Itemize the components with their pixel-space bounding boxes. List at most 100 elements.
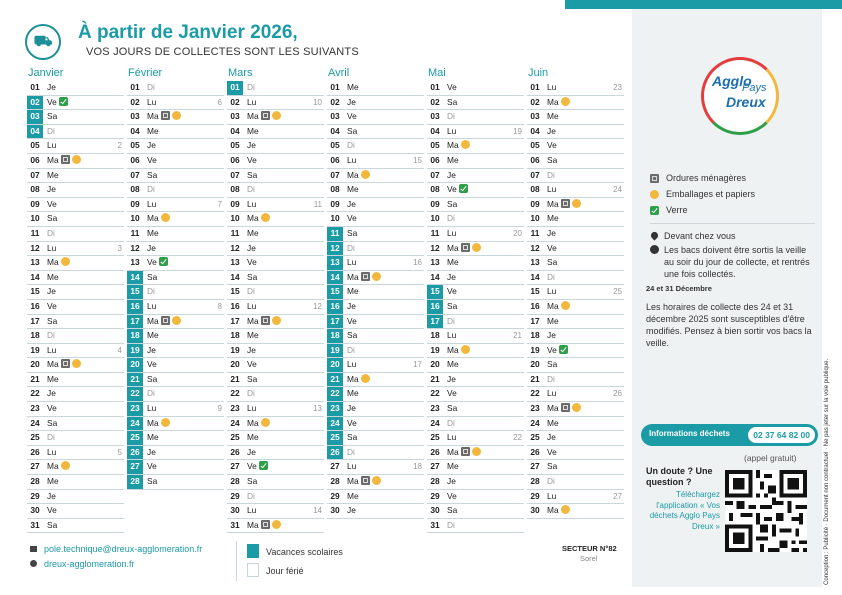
day-number: 19 <box>127 343 143 358</box>
legend: Ordures ménagères Emballages et papiers … <box>649 172 815 282</box>
day-row: 11 Di <box>27 227 124 242</box>
day-name: Ve <box>47 505 57 516</box>
day-row: 05 Je <box>127 139 224 154</box>
legend-note2-text: Les bacs doivent être sortis la veille a… <box>664 245 810 279</box>
glass-check-icon <box>650 206 659 215</box>
day-number: 22 <box>530 388 540 399</box>
recycle-icon <box>260 417 270 427</box>
day-number: 04 <box>530 125 540 136</box>
day-name: Me <box>547 111 559 122</box>
day-row: 27 Ve <box>127 460 224 476</box>
day-name: Ve <box>347 315 357 326</box>
day-name: Ve <box>47 403 57 414</box>
day-row: 22 Lu 26 <box>527 387 624 403</box>
trash-bin-icon <box>560 403 570 413</box>
day-number: 01 <box>530 82 540 92</box>
day-name: Ve <box>447 286 457 297</box>
day-row: 15 Ve <box>427 285 524 300</box>
day-name: Me <box>447 257 459 268</box>
day-name: Me <box>347 82 359 92</box>
day-number: 07 <box>30 169 40 180</box>
day-name: Ma <box>147 417 159 428</box>
day-row: 10 Ve <box>327 212 424 227</box>
day-name: Ve <box>347 111 357 122</box>
month-name: Février <box>128 67 163 79</box>
day-name: Lu <box>47 344 57 355</box>
day-number: 12 <box>30 242 40 253</box>
day-row: 17 Di <box>427 314 524 330</box>
week-number: 13 <box>313 404 322 414</box>
day-row: 26 Lu 5 <box>27 446 124 461</box>
phone-number-link[interactable]: 02 37 64 82 00 <box>748 427 815 443</box>
website-text[interactable]: dreux-agglomeration.fr <box>44 559 135 569</box>
day-row: 14 Di <box>527 271 624 286</box>
legend-verre: Verre <box>650 204 815 220</box>
day-name: Ve <box>147 154 157 165</box>
day-row: 06 Sa <box>527 154 624 169</box>
day-number: 08 <box>30 184 40 195</box>
day-row: 21 Sa <box>127 372 224 388</box>
day-row: 12 Lu 3 <box>27 242 124 257</box>
day-name: Je <box>247 344 256 355</box>
day-name: Lu <box>547 82 557 92</box>
day-row: 18 Di <box>27 329 124 344</box>
day-number: 02 <box>330 96 340 107</box>
day-name: Sa <box>347 432 358 443</box>
commune-label: Sorel <box>580 554 598 563</box>
day-row: 11 Je <box>527 227 624 242</box>
day-number: 16 <box>230 300 240 311</box>
email-contact[interactable]: pole.technique@dreux-agglomeration.fr <box>30 544 202 554</box>
day-name: Ve <box>47 198 57 209</box>
website-contact[interactable]: dreux-agglomeration.fr <box>30 559 135 569</box>
day-name: Je <box>47 184 56 195</box>
day-number: 22 <box>430 388 440 399</box>
day-number: 07 <box>430 169 440 180</box>
email-text[interactable]: pole.technique@dreux-agglomeration.fr <box>44 544 203 554</box>
day-number: 04 <box>430 125 440 136</box>
qr-code-icon[interactable] <box>725 470 807 552</box>
day-number: 07 <box>230 169 240 180</box>
day-row: 12 Ma <box>427 242 524 257</box>
day-name: Me <box>447 461 459 472</box>
day-number: 19 <box>230 344 240 355</box>
day-name: Sa <box>447 300 458 311</box>
recycle-icon <box>371 271 381 281</box>
day-number: 23 <box>327 402 343 416</box>
week-number: 22 <box>513 433 522 443</box>
day-name: Sa <box>547 154 558 165</box>
day-name: Me <box>447 359 459 370</box>
day-name: Ve <box>247 257 257 268</box>
day-row: 03 Ve <box>327 110 424 125</box>
day-name: Ve <box>347 213 357 224</box>
day-name: Di <box>247 490 255 501</box>
recycle-icon <box>171 315 181 325</box>
day-number: 08 <box>430 184 440 195</box>
day-name: Me <box>247 125 259 136</box>
day-number: 11 <box>327 226 343 241</box>
day-number: 29 <box>230 490 240 501</box>
day-name: Ma <box>47 154 59 165</box>
day-number: 05 <box>30 140 40 151</box>
day-name: Lu <box>547 490 557 501</box>
day-row: 30 Ve <box>27 504 124 519</box>
day-number: 05 <box>230 140 240 151</box>
day-row: 17 Ve <box>327 314 424 330</box>
day-name: Me <box>247 330 259 341</box>
day-number: 26 <box>530 446 540 457</box>
trash-bin-icon <box>160 315 170 325</box>
day-number: 14 <box>530 271 540 282</box>
day-row: 03 Ma <box>127 110 224 125</box>
app-download-text[interactable]: Téléchargez l'application « Vos déchets … <box>649 490 720 531</box>
week-number: 24 <box>613 185 622 195</box>
week-number: 27 <box>613 491 622 501</box>
day-number: 01 <box>330 82 340 92</box>
day-row: 26 Je <box>227 446 324 461</box>
day-row: 09 Sa <box>427 198 524 213</box>
day-number: 27 <box>330 461 340 472</box>
day-row: 22 Di <box>127 387 224 403</box>
day-name: Ve <box>447 82 457 92</box>
day-row: 10 Me <box>527 212 624 227</box>
day-number: 27 <box>30 461 40 472</box>
day-row: 13 Ve <box>227 256 324 271</box>
